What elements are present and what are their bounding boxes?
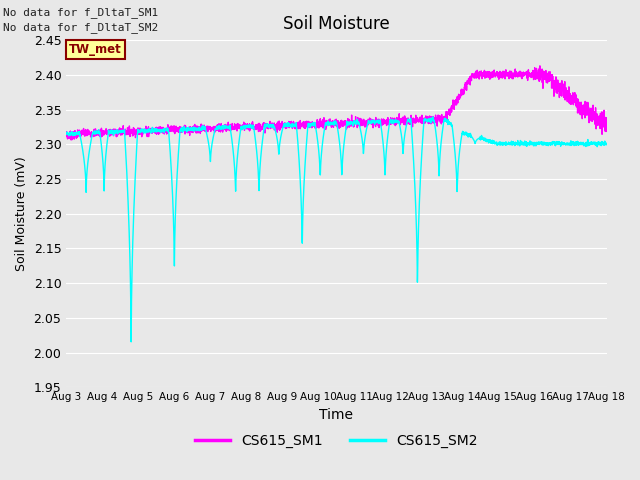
Legend: CS615_SM1, CS615_SM2: CS615_SM1, CS615_SM2 <box>189 428 483 454</box>
Text: No data for f_DltaT_SM1: No data for f_DltaT_SM1 <box>3 7 159 18</box>
Y-axis label: Soil Moisture (mV): Soil Moisture (mV) <box>15 156 28 271</box>
Text: TW_met: TW_met <box>69 43 122 56</box>
Title: Soil Moisture: Soil Moisture <box>283 15 390 33</box>
X-axis label: Time: Time <box>319 408 353 422</box>
Text: No data for f_DltaT_SM2: No data for f_DltaT_SM2 <box>3 22 159 33</box>
